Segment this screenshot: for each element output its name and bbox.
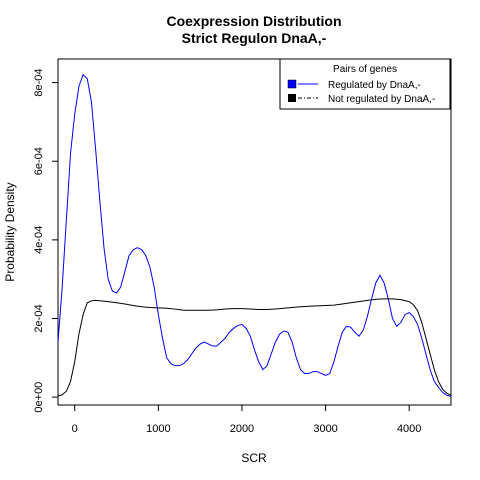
- y-tick-label: 4e-04: [33, 226, 45, 254]
- legend: Pairs of genes Regulated by DnaA,- Not r…: [279, 58, 451, 110]
- legend-box: [279, 58, 451, 110]
- y-tick-label: 6e-04: [33, 147, 45, 175]
- y-tick-label: 0e+00: [33, 382, 45, 413]
- y-tick-label: 8e-04: [33, 69, 45, 97]
- x-tick-label: 1000: [146, 423, 170, 435]
- x-tick-label: 2000: [230, 423, 254, 435]
- plot-frame: [57, 58, 452, 406]
- series-line-not-regulated: [57, 298, 452, 397]
- x-tick-label: 3000: [313, 423, 337, 435]
- legend-label-not-regulated: Not regulated by DnaA,-: [328, 94, 435, 105]
- y-axis: 0e+00 2e-04 4e-04 6e-04 8e-04: [33, 69, 58, 413]
- series-layer: [57, 73, 452, 397]
- legend-swatch-regulated: [287, 79, 297, 89]
- legend-label-regulated: Regulated by DnaA,-: [328, 80, 421, 91]
- x-axis-title: SCR: [241, 451, 267, 465]
- x-tick-label: 4000: [397, 423, 421, 435]
- legend-swatch-not-regulated: [288, 94, 296, 102]
- chart-title: Coexpression Distribution: [166, 13, 341, 29]
- y-axis-title: Probability Density: [3, 182, 17, 281]
- legend-title: Pairs of genes: [333, 64, 397, 75]
- x-axis: 0 1000 2000 3000 4000: [72, 405, 421, 435]
- y-tick-label: 2e-04: [33, 304, 45, 332]
- chart-subtitle: Strict Regulon DnaA,-: [182, 30, 327, 46]
- series-line-regulated: [57, 73, 452, 397]
- x-tick-label: 0: [72, 423, 78, 435]
